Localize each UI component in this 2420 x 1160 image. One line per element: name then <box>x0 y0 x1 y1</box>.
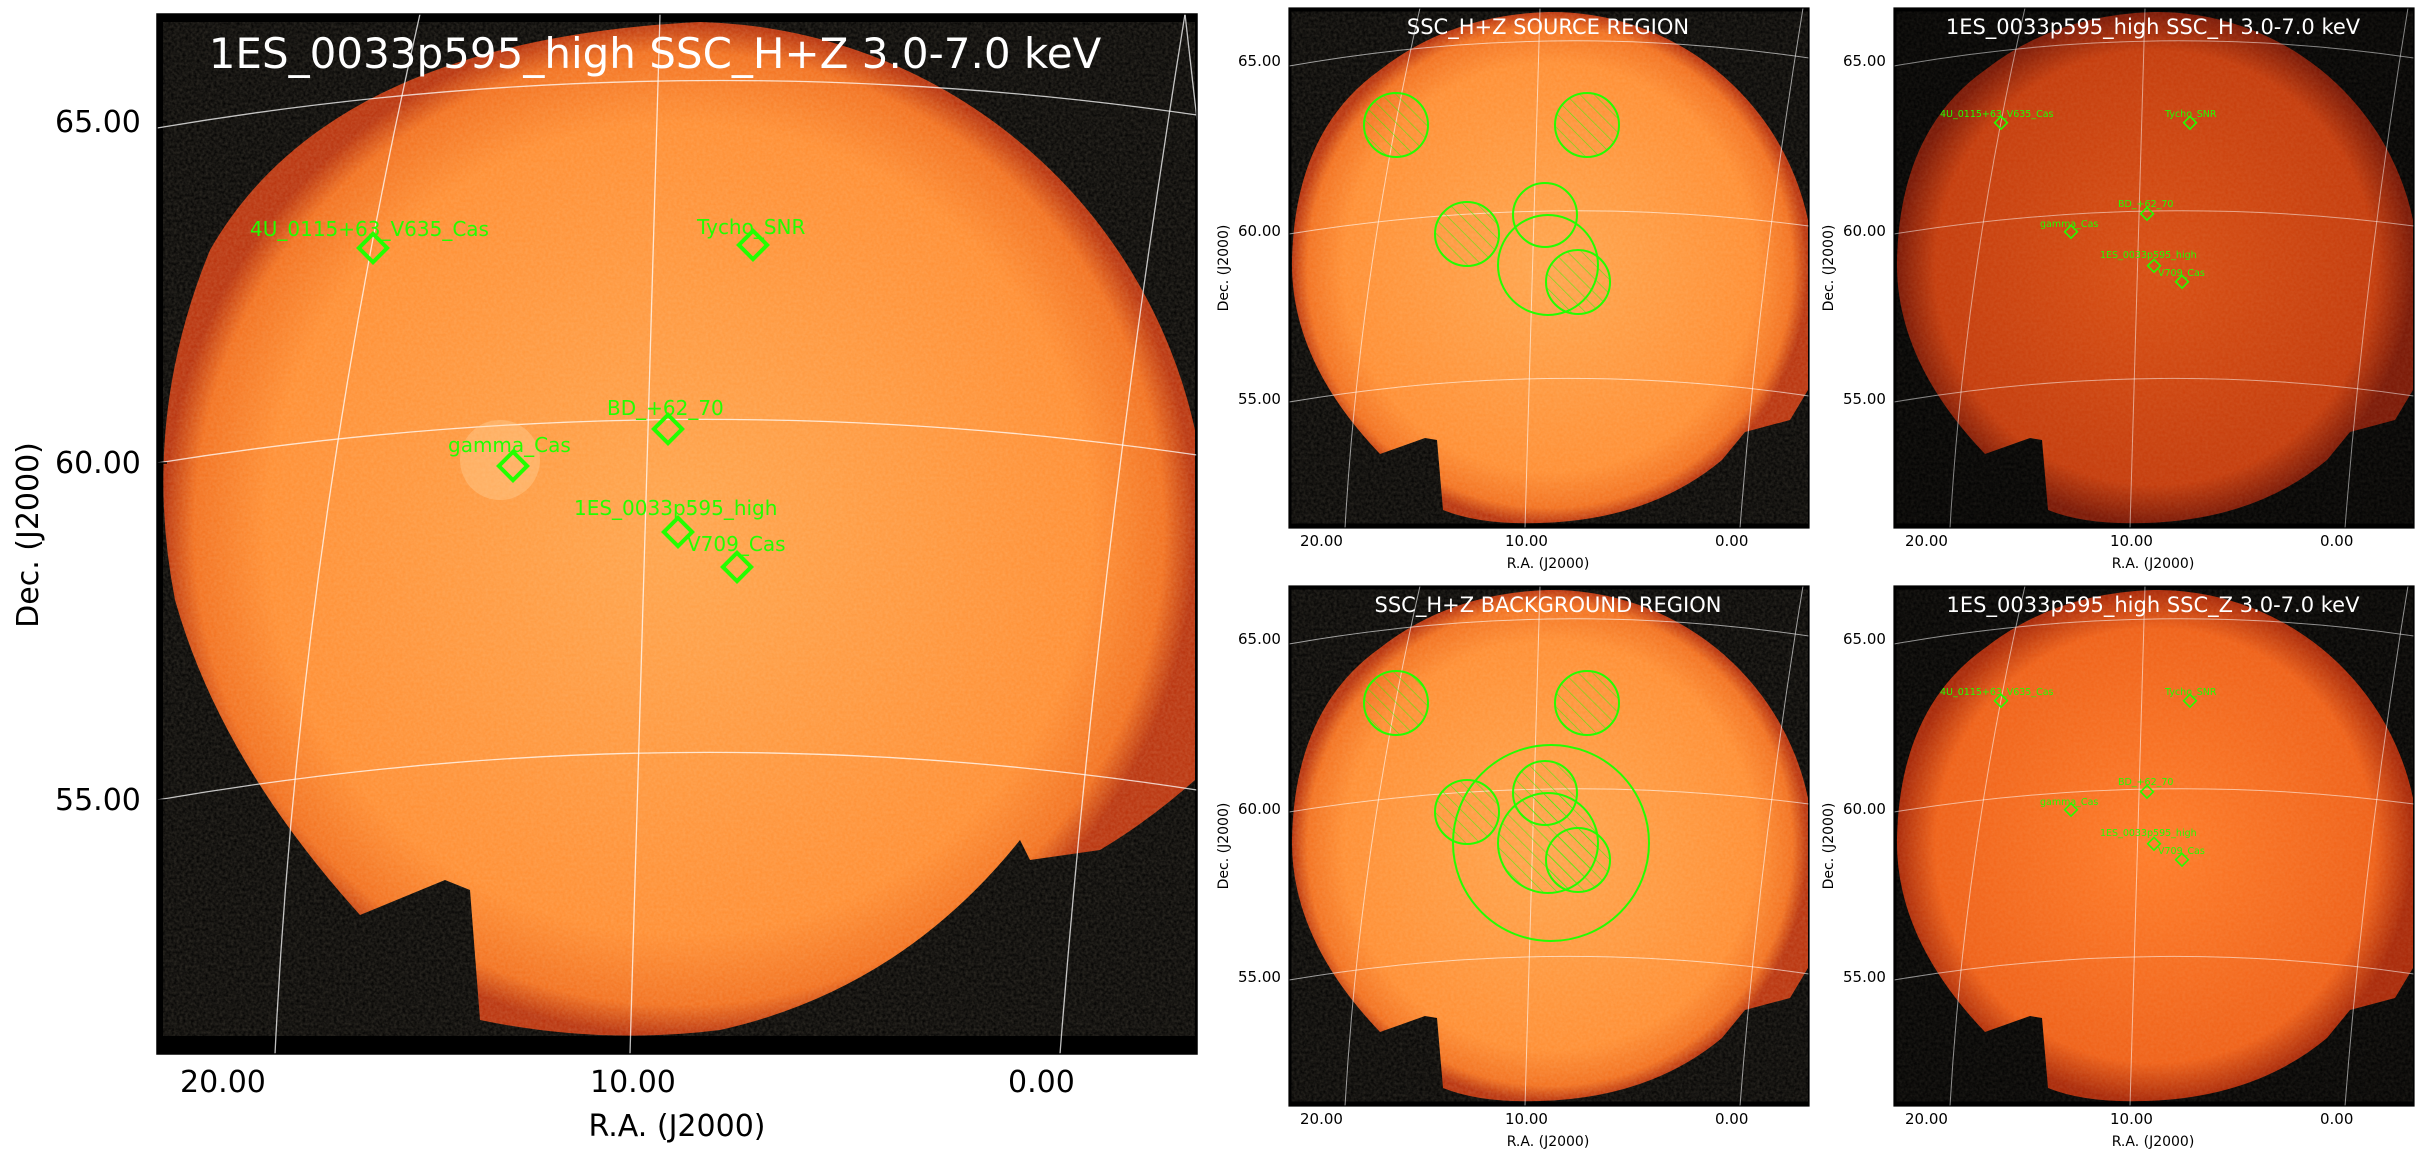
p4-x-tick-20: 20.00 <box>1905 1110 1948 1128</box>
p4-x-axis-label: R.A. (J2000) <box>2112 1134 2195 1150</box>
p2-label-tycho: Tycho_SNR <box>2164 109 2217 120</box>
main-y-tick-65: 65.00 <box>55 105 141 140</box>
main-image-panel: 4U_0115+63_V635_Cas Tycho_SNR BD_+62_70 … <box>157 14 1197 1054</box>
p2-y-tick-60: 60.00 <box>1843 222 1886 240</box>
main-y-tick-55: 55.00 <box>55 783 141 818</box>
p4-label-1es: 1ES_0033p595_high <box>2100 828 2197 839</box>
p3-y-tick-60: 60.00 <box>1238 800 1281 818</box>
p1-y-axis-label: Dec. (J2000) <box>1216 225 1232 312</box>
p2-label-v709: V709_Cas <box>2158 268 2205 279</box>
p2-x-tick-20: 20.00 <box>1905 532 1948 550</box>
source-marker-v709 <box>720 550 754 584</box>
source-marker-1es0033 <box>661 515 695 549</box>
main-x-tick-20: 20.00 <box>180 1065 266 1100</box>
p1-x-tick-20: 20.00 <box>1300 532 1343 550</box>
p4-y-tick-65: 65.00 <box>1843 630 1886 648</box>
main-y-tick-60: 60.00 <box>55 446 141 481</box>
p4-label-tycho: Tycho_SNR <box>2164 687 2217 698</box>
p4-label-v709: V709_Cas <box>2158 846 2205 857</box>
source-markers <box>356 228 770 584</box>
panel-source-region: SSC_H+Z SOURCE REGION <box>1289 8 1809 528</box>
p2-x-tick-10: 10.00 <box>2110 532 2153 550</box>
p1-y-tick-55: 55.00 <box>1238 390 1281 408</box>
main-x-tick-0: 0.00 <box>1008 1065 1075 1100</box>
source-marker-tycho <box>736 228 770 262</box>
source-label-4u0115: 4U_0115+63_V635_Cas <box>250 217 489 241</box>
source-label-tycho: Tycho_SNR <box>696 215 806 239</box>
source-label-v709: V709_Cas <box>687 532 786 556</box>
p4-y-tick-60: 60.00 <box>1843 800 1886 818</box>
p4-y-tick-55: 55.00 <box>1843 968 1886 986</box>
p3-x-axis-label: R.A. (J2000) <box>1507 1134 1590 1150</box>
p1-x-axis-label: R.A. (J2000) <box>1507 556 1590 572</box>
main-x-tick-10: 10.00 <box>590 1065 676 1100</box>
source-marker-gamma-cas <box>496 449 530 483</box>
p3-y-axis-label: Dec. (J2000) <box>1216 803 1232 890</box>
p3-x-tick-0: 0.00 <box>1715 1110 1748 1128</box>
main-title: 1ES_0033p595_high SSC_H+Z 3.0-7.0 keV <box>209 29 1102 78</box>
p2-label-bd62: BD_+62_70 <box>2118 199 2173 210</box>
source-label-1es0033: 1ES_0033p595_high <box>574 496 777 520</box>
panel-ssc-h: 1ES_0033p595_high SSC_H 3.0-7.0 keV <box>1894 8 2414 528</box>
p1-x-tick-10: 10.00 <box>1505 532 1548 550</box>
panel-background-region: SSC_H+Z BACKGROUND REGION <box>1289 586 1809 1106</box>
main-x-axis-label: R.A. (J2000) <box>589 1109 766 1144</box>
p4-label-4u0115: 4U_0115+63_V635_Cas <box>1940 687 2054 698</box>
source-marker-bd62 <box>651 412 685 446</box>
p1-y-tick-60: 60.00 <box>1238 222 1281 240</box>
p4-x-tick-0: 0.00 <box>2320 1110 2353 1128</box>
coordinate-grid <box>157 14 1197 1054</box>
source-label-gamma-cas: gamma_Cas <box>448 433 571 457</box>
p4-label-bd62: BD_+62_70 <box>2118 777 2173 788</box>
p2-label-1es: 1ES_0033p595_high <box>2100 250 2197 261</box>
p2-y-tick-55: 55.00 <box>1843 390 1886 408</box>
panel-ssc-z: 1ES_0033p595_high SSC_Z 3.0-7.0 keV <box>1894 586 2414 1106</box>
p3-y-tick-65: 65.00 <box>1238 630 1281 648</box>
panel-title-ssc-h: 1ES_0033p595_high SSC_H 3.0-7.0 keV <box>1946 15 2361 40</box>
p1-x-tick-0: 0.00 <box>1715 532 1748 550</box>
panel-title-source-region: SSC_H+Z SOURCE REGION <box>1407 15 1689 40</box>
p2-label-gamma: gamma_Cas <box>2040 219 2098 230</box>
p2-x-tick-0: 0.00 <box>2320 532 2353 550</box>
p3-y-tick-55: 55.00 <box>1238 968 1281 986</box>
p2-x-axis-label: R.A. (J2000) <box>2112 556 2195 572</box>
main-y-axis-label: Dec. (J2000) <box>11 442 46 628</box>
p2-label-4u0115: 4U_0115+63_V635_Cas <box>1940 109 2054 120</box>
p3-x-tick-20: 20.00 <box>1300 1110 1343 1128</box>
source-label-bd62: BD_+62_70 <box>607 396 724 420</box>
p2-y-axis-label: Dec. (J2000) <box>1821 225 1837 312</box>
panel-title-ssc-z: 1ES_0033p595_high SSC_Z 3.0-7.0 keV <box>1947 593 2361 618</box>
source-marker-4u0115 <box>356 231 390 265</box>
p2-y-tick-65: 65.00 <box>1843 52 1886 70</box>
panel-title-background-region: SSC_H+Z BACKGROUND REGION <box>1375 593 1722 618</box>
p4-label-gamma: gamma_Cas <box>2040 797 2098 808</box>
p4-x-tick-10: 10.00 <box>2110 1110 2153 1128</box>
p1-y-tick-65: 65.00 <box>1238 52 1281 70</box>
p3-x-tick-10: 10.00 <box>1505 1110 1548 1128</box>
p4-y-axis-label: Dec. (J2000) <box>1821 803 1837 890</box>
